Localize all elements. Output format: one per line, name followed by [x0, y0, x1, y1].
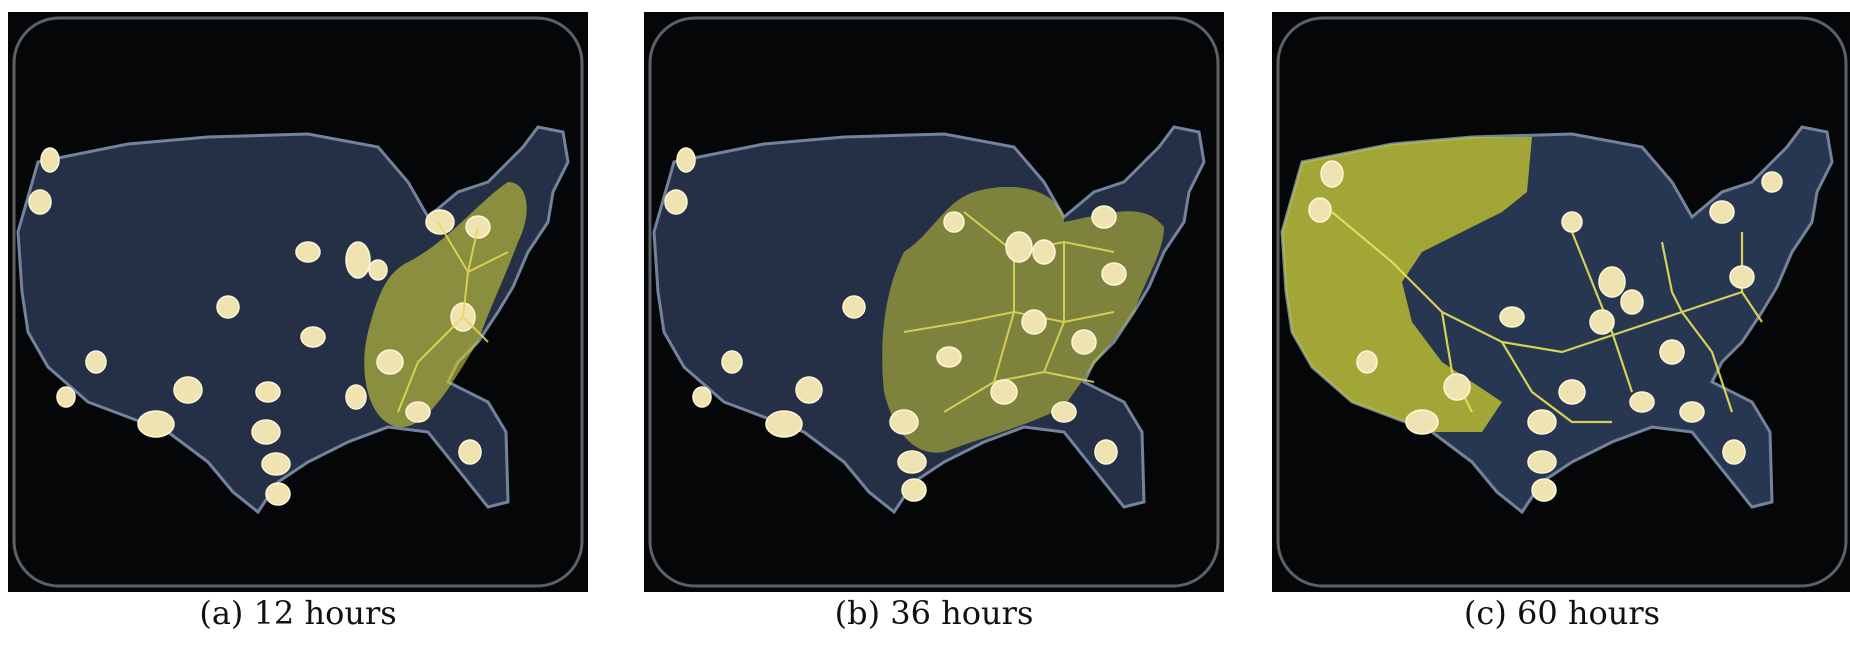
slime-mold-growth: [364, 182, 527, 428]
petri-dish-rim: [12, 16, 584, 588]
caption-a: (a) 12 hours: [199, 594, 397, 632]
caption-c: (c) 60 hours: [1463, 594, 1661, 632]
petri-dish-photo-b: [644, 12, 1224, 592]
petri-dish-rim: [648, 16, 1220, 588]
slime-mold-growth: [1282, 137, 1532, 432]
caption-b: (b) 36 hours: [834, 594, 1034, 632]
photo-panel-a: [8, 12, 588, 592]
photo-panel-b: [644, 12, 1224, 592]
photo-panel-c: [1272, 12, 1850, 592]
petri-dish-photo-c: [1272, 12, 1850, 592]
petri-dish-rim: [1276, 16, 1848, 588]
petri-dish-photo-a: [8, 12, 588, 592]
slime-mold-veins: [397, 221, 509, 413]
oat-flakes: [664, 147, 1127, 502]
slime-mold-veins: [1331, 211, 1763, 424]
oat-flakes: [1308, 160, 1783, 502]
